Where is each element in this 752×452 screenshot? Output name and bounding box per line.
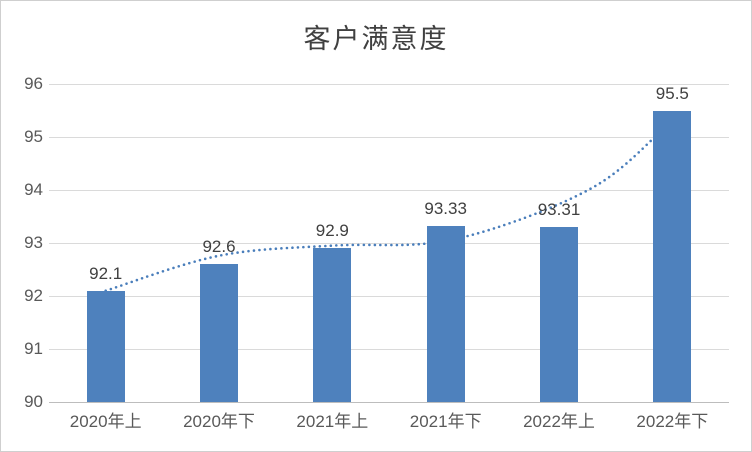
y-axis-tick-label: 91 [24, 339, 43, 358]
x-axis-category-label: 2021年下 [409, 412, 482, 431]
bar-value-label: 92.9 [315, 221, 349, 241]
gridline [49, 296, 729, 297]
gridline [49, 349, 729, 350]
x-axis-category-label: 2022年下 [636, 412, 709, 431]
bar [540, 226, 578, 402]
bar [200, 264, 238, 402]
y-axis-tick-label: 92 [24, 286, 43, 305]
x-axis-category-label: 2020年上 [69, 412, 142, 431]
bar-value-label: 93.31 [537, 199, 581, 219]
bar [313, 248, 352, 402]
bar [653, 110, 692, 402]
gridline [49, 190, 729, 191]
chart-title: 客户满意度 [303, 24, 449, 55]
bar-value-label: 92.6 [202, 237, 236, 257]
bar [426, 225, 465, 402]
y-axis-tick-label: 95 [24, 127, 43, 146]
x-axis-category-label: 2022年上 [523, 412, 595, 431]
gridline [49, 137, 729, 138]
x-axis-line [49, 402, 729, 403]
bar-value-label: 95.5 [655, 83, 689, 103]
y-axis-tick-label: 93 [24, 233, 43, 252]
y-axis-tick-label: 90 [24, 392, 43, 411]
gridline [49, 84, 729, 85]
y-axis-tick-label: 94 [24, 180, 43, 199]
bar-value-label: 92.1 [89, 263, 123, 283]
y-axis-tick-label: 96 [24, 74, 43, 93]
x-axis-category-label: 2021年上 [296, 412, 369, 431]
x-axis-category-label: 2020年下 [183, 412, 255, 431]
bar-value-label: 93.33 [424, 198, 467, 218]
gridline [49, 243, 729, 244]
bar [86, 290, 125, 402]
